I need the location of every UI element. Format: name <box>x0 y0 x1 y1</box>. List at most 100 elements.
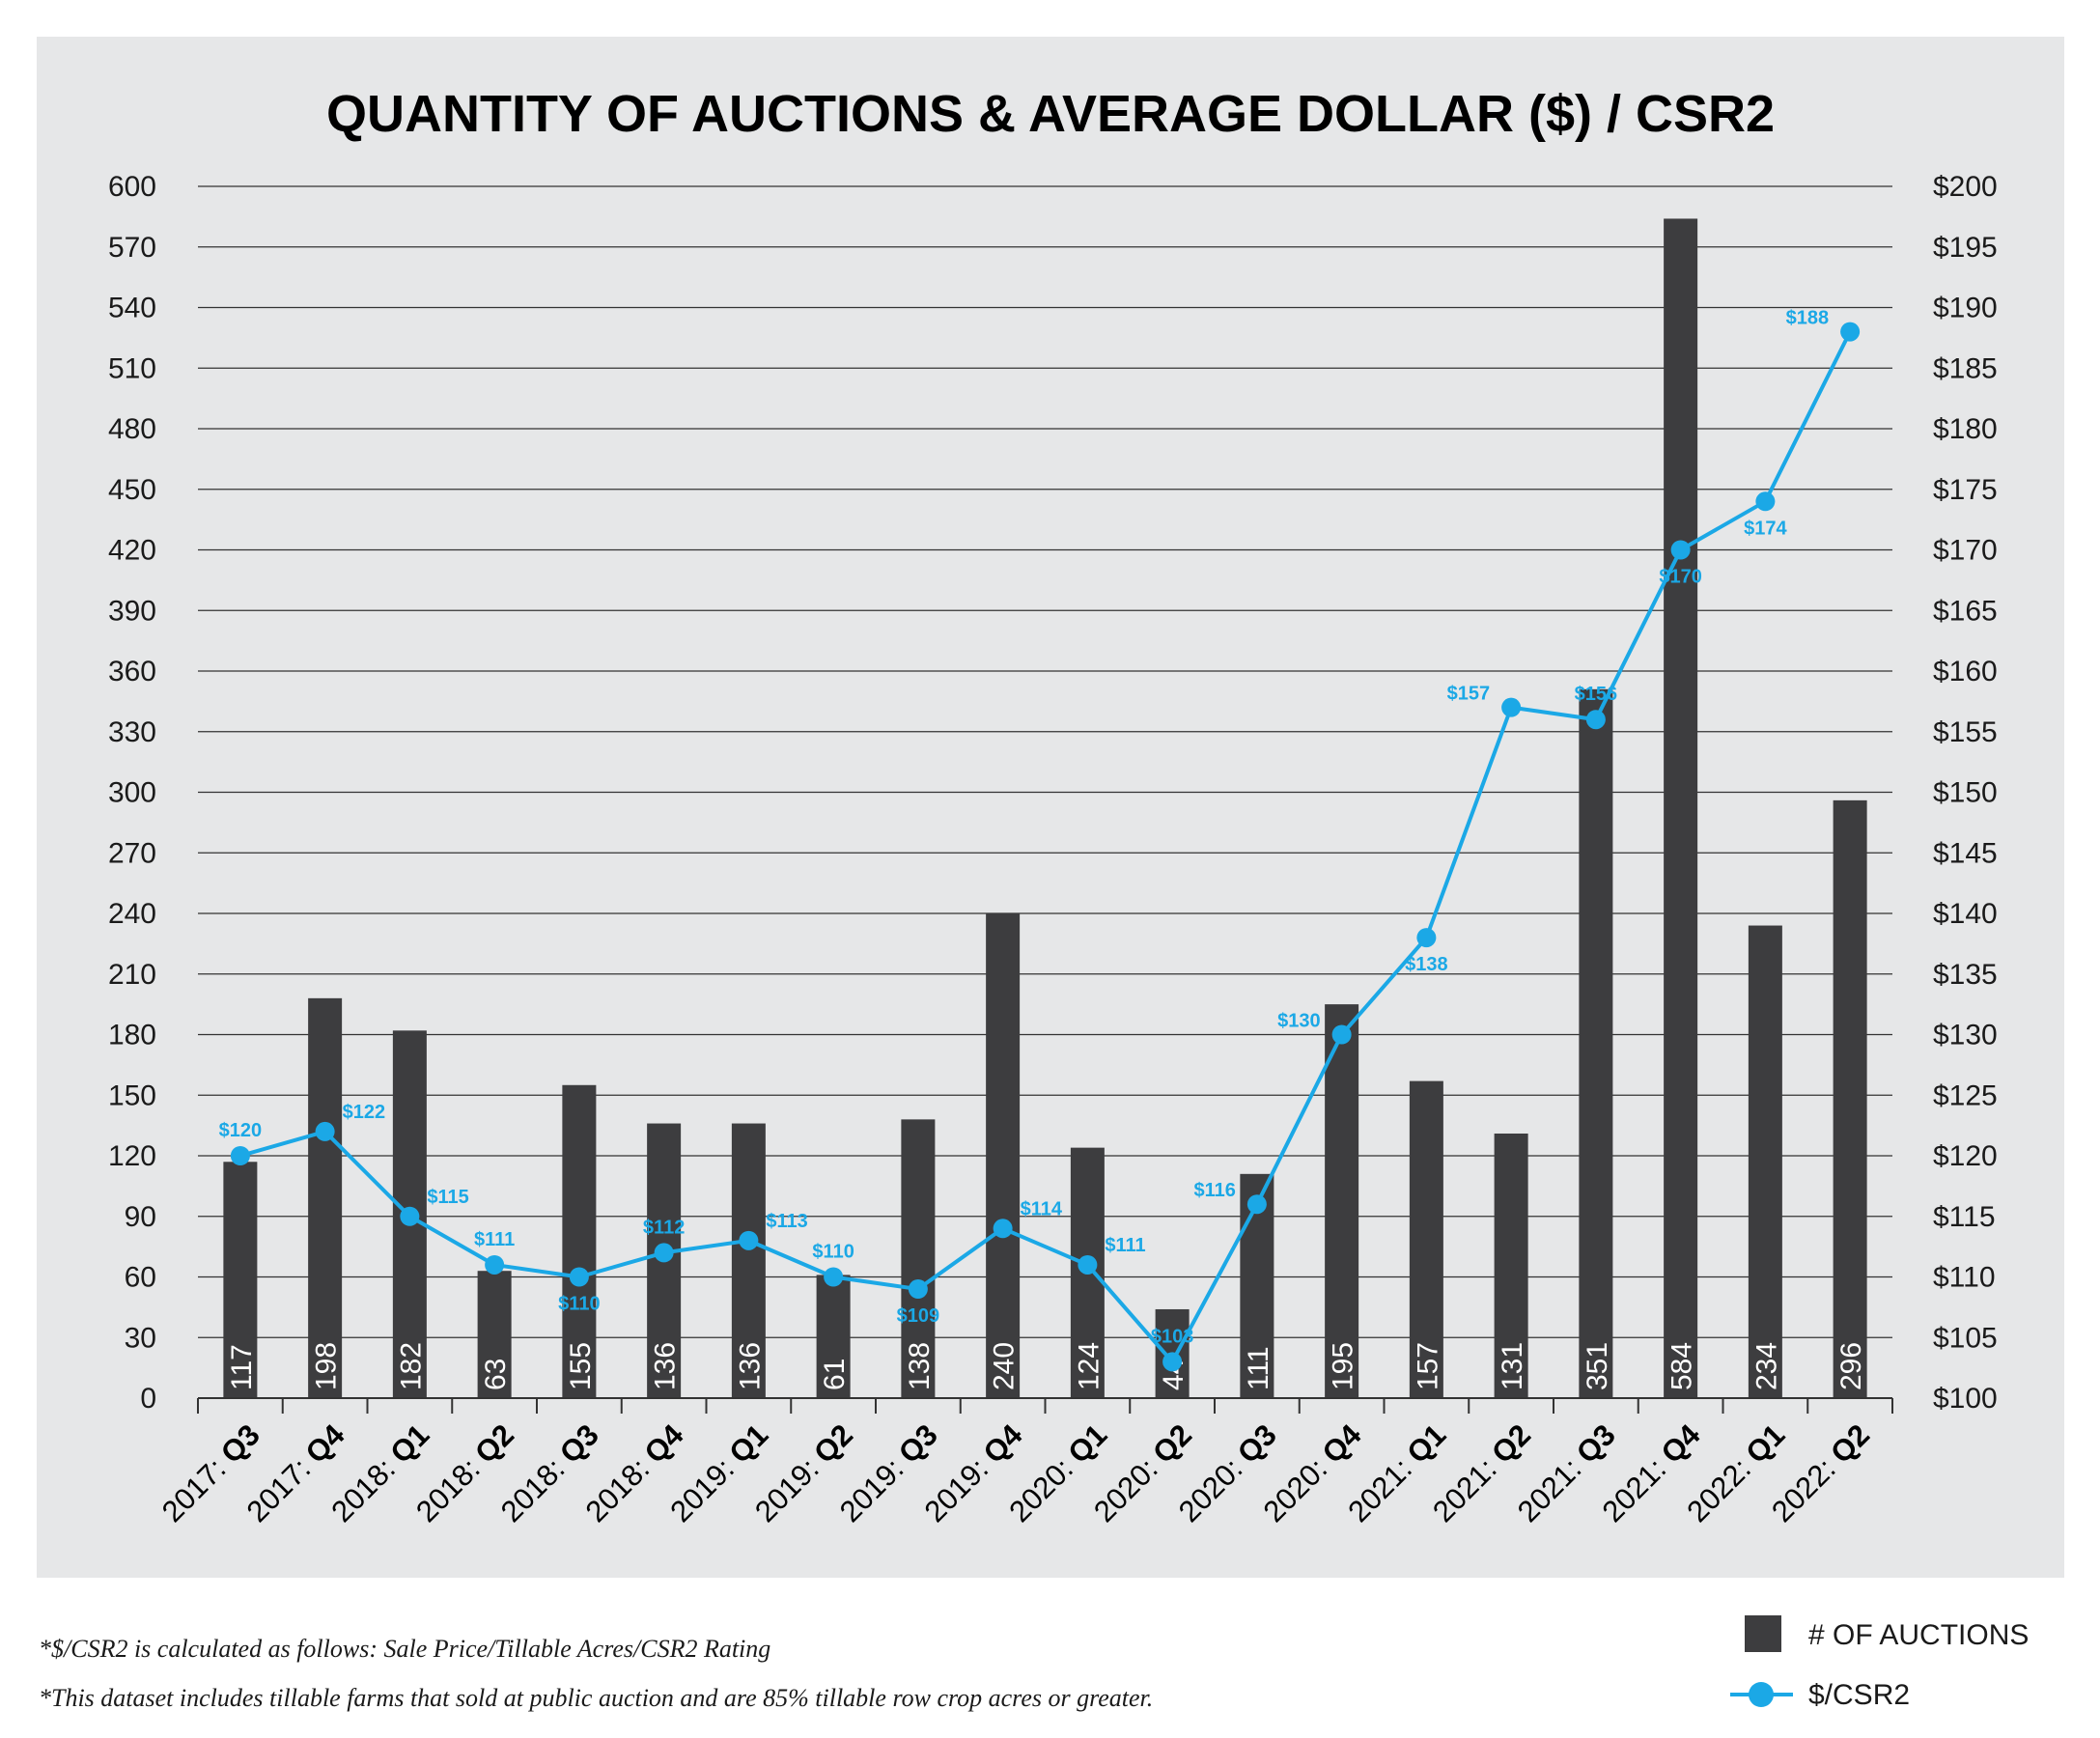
csr2-point <box>1331 1024 1352 1045</box>
y-left-tick-label: 270 <box>108 837 156 869</box>
y-left-tick-label: 210 <box>108 959 156 991</box>
bar-value-label: 296 <box>1835 1342 1867 1390</box>
chart-title: QUANTITY OF AUCTIONS & AVERAGE DOLLAR ($… <box>326 85 1775 143</box>
csr2-point <box>485 1254 505 1275</box>
bar <box>477 1271 512 1398</box>
bar <box>308 997 343 1398</box>
y-left-tick-label: 300 <box>108 777 156 809</box>
y-left-tick-label: 390 <box>108 595 156 627</box>
y-right-tick-label: $110 <box>1933 1262 1996 1294</box>
legend-line-marker <box>1749 1682 1774 1707</box>
csr2-point <box>654 1243 674 1263</box>
legend-bar-swatch <box>1745 1615 1781 1652</box>
csr2-point <box>1755 491 1776 512</box>
y-left-tick-label: 150 <box>108 1079 156 1111</box>
legend-bar-label: # OF AUCTIONS <box>1808 1619 2029 1651</box>
y-right-tick-label: $155 <box>1933 716 1998 748</box>
csr2-point <box>1416 928 1437 948</box>
y-right-tick-label: $100 <box>1933 1383 1998 1415</box>
bar-value-label: 61 <box>819 1359 851 1390</box>
bar-value-label: 117 <box>226 1344 258 1390</box>
bar-value-label: 198 <box>311 1342 343 1390</box>
y-right-tick-label: $145 <box>1933 837 1998 869</box>
y-right-tick-label: $190 <box>1933 293 1998 324</box>
bar-value-label: 136 <box>734 1342 766 1390</box>
y-right-tick-label: $180 <box>1933 413 1998 445</box>
bar <box>1748 925 1782 1398</box>
csr2-point-label: $116 <box>1193 1180 1235 1201</box>
csr2-point <box>1585 710 1606 730</box>
bar-value-label: 131 <box>1497 1342 1528 1390</box>
csr2-point-label: $113 <box>766 1211 807 1232</box>
csr2-point-label: $130 <box>1277 1011 1321 1032</box>
y-right-tick-label: $115 <box>1933 1201 1996 1233</box>
csr2-point-label: $110 <box>558 1294 600 1315</box>
csr2-point-label: $156 <box>1575 684 1618 705</box>
y-right-tick-label: $200 <box>1933 171 1998 203</box>
y-right-tick-label: $105 <box>1933 1322 1998 1354</box>
bar-value-label: 584 <box>1666 1342 1698 1390</box>
csr2-point-label: $174 <box>1744 518 1787 539</box>
csr2-point-label: $170 <box>1659 567 1702 588</box>
csr2-point-label: $115 <box>427 1187 468 1208</box>
bar <box>1494 1133 1528 1398</box>
csr2-point <box>315 1121 335 1141</box>
csr2-point <box>1162 1352 1183 1372</box>
csr2-point <box>824 1267 844 1287</box>
bar <box>1664 218 1698 1398</box>
y-left-tick-label: 450 <box>108 474 156 506</box>
y-left-tick-label: 240 <box>108 898 156 930</box>
y-right-tick-label: $195 <box>1933 232 1998 264</box>
csr2-point-label: $138 <box>1405 954 1448 975</box>
y-left-tick-label: 360 <box>108 656 156 687</box>
y-left-tick-label: 540 <box>108 293 156 324</box>
bar <box>1833 799 1867 1398</box>
csr2-point <box>993 1219 1013 1239</box>
y-right-tick-label: $175 <box>1933 474 1998 506</box>
bar-value-label: 111 <box>1243 1346 1274 1390</box>
csr2-line <box>239 330 1852 1364</box>
bar-value-label: 63 <box>480 1359 512 1390</box>
y-right-tick-label: $140 <box>1933 898 1998 930</box>
csr2-point <box>739 1230 759 1250</box>
csr2-point <box>1840 322 1861 342</box>
y-left-tick-label: 60 <box>125 1262 156 1294</box>
legend-line-label: $/CSR2 <box>1808 1679 1910 1711</box>
bar-value-label: 136 <box>650 1342 682 1390</box>
csr2-point-label: $103 <box>1151 1326 1194 1347</box>
csr2-point <box>569 1267 589 1287</box>
csr2-point-label: $112 <box>643 1217 685 1238</box>
bar-value-label: 138 <box>904 1342 936 1390</box>
y-right-tick-label: $165 <box>1933 595 1998 627</box>
y-left-tick-label: 330 <box>108 716 156 748</box>
line-series <box>230 322 1861 1372</box>
bar <box>816 1275 851 1398</box>
y-left-tick-label: 570 <box>108 232 156 264</box>
bar-value-label: 182 <box>395 1342 427 1390</box>
y-right-tick-label: $120 <box>1933 1140 1998 1172</box>
data-labels: $120$122$115$111$110$112 $113$110$109$114… <box>219 308 1830 1348</box>
chart-panel <box>37 37 2064 1578</box>
csr2-point-label: $157 <box>1447 684 1491 705</box>
csr2-point-label: $109 <box>897 1305 940 1327</box>
y-right-tick-label: $125 <box>1933 1079 1998 1111</box>
y-right-tick-label: $170 <box>1933 535 1998 567</box>
csr2-point-label: $110 <box>812 1242 854 1263</box>
footnote-2: *This dataset includes tillable farms th… <box>39 1684 1153 1712</box>
bar <box>731 1123 766 1398</box>
csr2-point-label: $111 <box>474 1229 515 1250</box>
bar <box>901 1119 936 1398</box>
y-left-tick-label: 30 <box>125 1322 156 1354</box>
bar <box>1409 1080 1443 1398</box>
csr2-point-label: $188 <box>1786 308 1830 329</box>
bar-value-label: 351 <box>1582 1342 1613 1390</box>
bar <box>562 1084 597 1398</box>
bar-value-label: 195 <box>1328 1342 1359 1390</box>
legend: # OF AUCTIONS $/CSR2 <box>1730 1615 2029 1711</box>
y-left-tick-label: 480 <box>108 413 156 445</box>
y-left-tick-label: 600 <box>108 171 156 203</box>
y-right-tick-label: $160 <box>1933 656 1998 687</box>
y-right-tick-label: $150 <box>1933 777 1998 809</box>
csr2-point-label: $114 <box>1021 1198 1063 1219</box>
y-left-tick-label: 510 <box>108 352 156 384</box>
